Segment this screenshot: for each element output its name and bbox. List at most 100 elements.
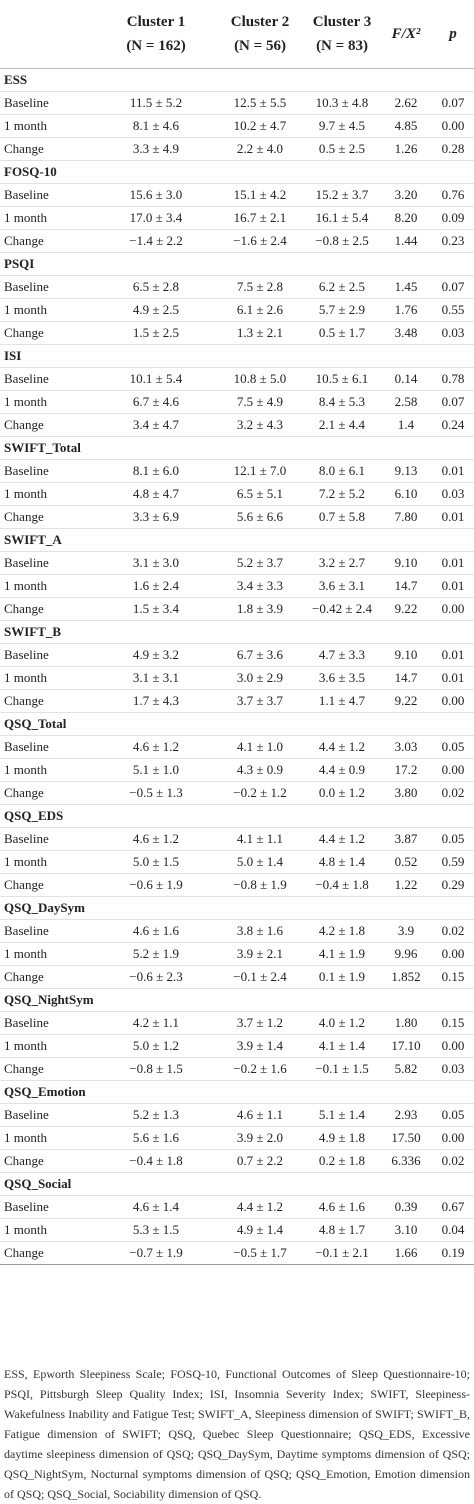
section-title: PSQI xyxy=(0,252,474,276)
cell: −0.42 ± 2.4 xyxy=(304,597,380,621)
column-title: F/X² xyxy=(391,26,421,42)
cell: 4.4 ± 1.2 xyxy=(216,1195,304,1219)
data-row: 1 month 5.1 ± 1.0 4.3 ± 0.9 4.4 ± 0.9 17.2 0.… xyxy=(0,758,474,782)
data-row: 1 month 5.3 ± 1.5 4.9 ± 1.4 4.8 ± 1.7 3.10 0.… xyxy=(0,1218,474,1242)
cell: 5.0 ± 1.2 xyxy=(96,1034,216,1058)
cell: 4.6 ± 1.1 xyxy=(216,1103,304,1127)
cell: 3.7 ± 3.7 xyxy=(216,689,304,713)
row-label: 1 month xyxy=(0,1034,96,1058)
section-row: PSQI xyxy=(0,252,474,276)
row-label: Change xyxy=(0,597,96,621)
cell: −0.7 ± 1.9 xyxy=(96,1241,216,1265)
cell: 0.05 xyxy=(432,1103,474,1127)
cell: 5.3 ± 1.5 xyxy=(96,1218,216,1242)
cell: 3.8 ± 1.6 xyxy=(216,919,304,943)
cell: 3.9 ± 2.1 xyxy=(216,942,304,966)
data-row: 1 month 8.1 ± 4.6 10.2 ± 4.7 9.7 ± 4.5 4.85 0… xyxy=(0,114,474,138)
section-title: QSQ_NightSym xyxy=(0,988,474,1012)
data-row: 1 month 17.0 ± 3.4 16.7 ± 2.1 16.1 ± 5.4 8.2… xyxy=(0,206,474,230)
cell: −0.8 ± 1.9 xyxy=(216,873,304,897)
section-row: SWIFT_B xyxy=(0,620,474,644)
cell: 0.03 xyxy=(432,1057,474,1081)
row-label: Baseline xyxy=(0,183,96,207)
cell: 10.2 ± 4.7 xyxy=(216,114,304,138)
data-row: 1 month 5.6 ± 1.6 3.9 ± 2.0 4.9 ± 1.8 17.50 0… xyxy=(0,1126,474,1150)
row-label: Baseline xyxy=(0,919,96,943)
row-label: Baseline xyxy=(0,91,96,115)
section-title: SWIFT_Total xyxy=(0,436,474,460)
cell: 0.01 xyxy=(432,666,474,690)
cell: −0.5 ± 1.3 xyxy=(96,781,216,805)
cell: 4.7 ± 3.3 xyxy=(304,643,380,667)
column-title: Cluster 1 xyxy=(126,14,186,30)
row-label: Change xyxy=(0,1241,96,1265)
results-table: Cluster 1 (N = 162) Cluster 2 (N = 56) Clust… xyxy=(0,0,474,1265)
cell: 3.9 ± 2.0 xyxy=(216,1126,304,1150)
section-title: FOSQ-10 xyxy=(0,160,474,184)
section-row: SWIFT_Total xyxy=(0,436,474,460)
cell: 0.02 xyxy=(432,919,474,943)
column-subtitle: (N = 162) xyxy=(126,38,186,54)
cell: 0.01 xyxy=(432,643,474,667)
data-row: 1 month 6.7 ± 4.6 7.5 ± 4.9 8.4 ± 5.3 2.58 0.… xyxy=(0,390,474,414)
data-row: Baseline 5.2 ± 1.3 4.6 ± 1.1 5.1 ± 1.4 2.93 0… xyxy=(0,1103,474,1127)
cell: −0.6 ± 1.9 xyxy=(96,873,216,897)
cell: −0.2 ± 1.2 xyxy=(216,781,304,805)
cell: 0.2 ± 1.8 xyxy=(304,1149,380,1173)
data-row: Change 3.4 ± 4.7 3.2 ± 4.3 2.1 ± 4.4 1.4 0.24 xyxy=(0,413,474,437)
cell: 6.1 ± 2.6 xyxy=(216,298,304,322)
column-header: Cluster 3 (N = 83) xyxy=(304,0,380,69)
data-row: 1 month 3.1 ± 3.1 3.0 ± 2.9 3.6 ± 3.5 14.7 0.… xyxy=(0,666,474,690)
cell: 7.2 ± 5.2 xyxy=(304,482,380,506)
cell: 4.8 ± 4.7 xyxy=(96,482,216,506)
cell: 5.2 ± 1.9 xyxy=(96,942,216,966)
cell: 0.19 xyxy=(432,1241,474,1265)
cell: 0.7 ± 5.8 xyxy=(304,505,380,529)
cell: 0.09 xyxy=(432,206,474,230)
row-label: 1 month xyxy=(0,114,96,138)
cell: 0.24 xyxy=(432,413,474,437)
data-row: Baseline 4.9 ± 3.2 6.7 ± 3.6 4.7 ± 3.3 9.10 0… xyxy=(0,643,474,667)
cell: 0.00 xyxy=(432,942,474,966)
row-label: Baseline xyxy=(0,1011,96,1035)
data-row: Baseline 11.5 ± 5.2 12.5 ± 5.5 10.3 ± 4.8 2.… xyxy=(0,91,474,115)
cell: 5.2 ± 1.3 xyxy=(96,1103,216,1127)
cell: 0.01 xyxy=(432,574,474,598)
data-row: Change −0.4 ± 1.8 0.7 ± 2.2 0.2 ± 1.8 6.336 0… xyxy=(0,1149,474,1173)
section-title: ISI xyxy=(0,344,474,368)
cell: 3.9 xyxy=(380,919,432,943)
cell: 5.0 ± 1.5 xyxy=(96,850,216,874)
cell: 2.62 xyxy=(380,91,432,115)
cell: 3.1 ± 3.1 xyxy=(96,666,216,690)
cell: 4.1 ± 1.1 xyxy=(216,827,304,851)
cell: −0.8 ± 1.5 xyxy=(96,1057,216,1081)
cell: 9.96 xyxy=(380,942,432,966)
cell: 4.8 ± 1.7 xyxy=(304,1218,380,1242)
cell: 1.852 xyxy=(380,965,432,989)
cell: −0.4 ± 1.8 xyxy=(96,1149,216,1173)
data-row: 1 month 5.0 ± 1.5 5.0 ± 1.4 4.8 ± 1.4 0.52 0.… xyxy=(0,850,474,874)
column-header: p xyxy=(432,0,474,69)
row-label: Change xyxy=(0,137,96,161)
cell: −0.4 ± 1.8 xyxy=(304,873,380,897)
cell: 4.9 ± 1.4 xyxy=(216,1218,304,1242)
data-row: Baseline 4.2 ± 1.1 3.7 ± 1.2 4.0 ± 1.2 1.80 0… xyxy=(0,1011,474,1035)
section-title: QSQ_EDS xyxy=(0,804,474,828)
cell: −1.4 ± 2.2 xyxy=(96,229,216,253)
cell: 4.8 ± 1.4 xyxy=(304,850,380,874)
cell: 6.5 ± 2.8 xyxy=(96,275,216,299)
cell: 8.0 ± 6.1 xyxy=(304,459,380,483)
data-row: Baseline 6.5 ± 2.8 7.5 ± 2.8 6.2 ± 2.5 1.45 0… xyxy=(0,275,474,299)
row-label: Baseline xyxy=(0,367,96,391)
cell: 0.23 xyxy=(432,229,474,253)
cell: 0.76 xyxy=(432,183,474,207)
cell: 9.22 xyxy=(380,597,432,621)
cell: 3.7 ± 1.2 xyxy=(216,1011,304,1035)
cell: −0.6 ± 2.3 xyxy=(96,965,216,989)
data-row: Change −0.7 ± 1.9 −0.5 ± 1.7 −0.1 ± 2.1 1.66… xyxy=(0,1241,474,1265)
cell: 4.9 ± 3.2 xyxy=(96,643,216,667)
cell: 0.28 xyxy=(432,137,474,161)
cell: 16.7 ± 2.1 xyxy=(216,206,304,230)
row-label: 1 month xyxy=(0,666,96,690)
row-label: 1 month xyxy=(0,390,96,414)
